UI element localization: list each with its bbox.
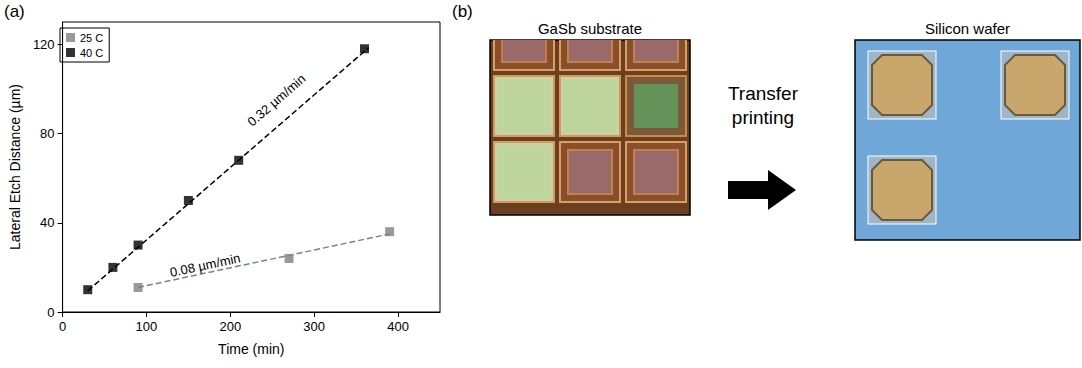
svg-text:Lateral Etch Distance (µm): Lateral Etch Distance (µm) <box>7 84 23 250</box>
svg-text:(a): (a) <box>4 2 25 21</box>
svg-text:Transfer: Transfer <box>728 83 799 104</box>
svg-text:0: 0 <box>59 319 66 334</box>
svg-text:300: 300 <box>303 319 325 334</box>
svg-text:(b): (b) <box>452 2 473 21</box>
svg-text:25 C: 25 C <box>80 32 103 44</box>
svg-text:120: 120 <box>33 37 55 52</box>
svg-text:Silicon wafer: Silicon wafer <box>925 20 1010 37</box>
svg-text:0: 0 <box>47 305 54 320</box>
svg-text:0.32 µm/min: 0.32 µm/min <box>244 71 308 129</box>
svg-text:0.08 µm/min: 0.08 µm/min <box>169 250 242 280</box>
svg-text:40 C: 40 C <box>80 47 103 59</box>
svg-text:400: 400 <box>387 319 409 334</box>
svg-text:GaSb substrate: GaSb substrate <box>538 20 642 37</box>
svg-text:100: 100 <box>136 319 158 334</box>
svg-text:printing: printing <box>732 107 794 128</box>
svg-text:80: 80 <box>40 126 54 141</box>
svg-text:Time (min): Time (min) <box>218 341 284 357</box>
svg-text:40: 40 <box>40 215 54 230</box>
svg-text:200: 200 <box>219 319 241 334</box>
